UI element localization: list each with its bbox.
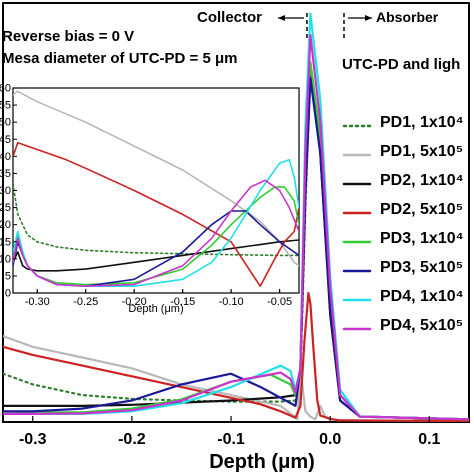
main-x-tick-label: 0.0 bbox=[319, 431, 341, 448]
legend-swatch bbox=[342, 182, 372, 186]
legend-item: PD1, 1x10⁴ bbox=[336, 114, 474, 140]
main-series-line-8 bbox=[3, 34, 469, 421]
bias-annotation: Reverse bias = 0 V bbox=[2, 28, 135, 45]
legend-label: PD1, 5x10⁵ bbox=[380, 143, 464, 160]
legend-label: PD4, 1x10⁴ bbox=[380, 288, 464, 305]
inset-y-tick-label: 10 bbox=[0, 253, 11, 265]
inset-y-tick-label: 35 bbox=[0, 168, 11, 180]
main-series-line-6 bbox=[3, 77, 469, 421]
main-x-tick-label: 0.1 bbox=[418, 431, 440, 448]
legend-item: PD4, 5x10⁵ bbox=[336, 317, 474, 343]
inset-y-tick-label: 50 bbox=[0, 117, 11, 129]
collector-arrow-head bbox=[278, 15, 285, 21]
legend-item: PD3, 1x10⁴ bbox=[336, 230, 474, 256]
inset-y-tick-label: 60 bbox=[0, 83, 11, 95]
legend-swatch bbox=[342, 327, 372, 331]
legend-swatch bbox=[342, 240, 372, 244]
absorber-label: Absorber bbox=[376, 9, 439, 25]
main-plot-frame bbox=[2, 2, 470, 423]
main-x-tick-label: -0.2 bbox=[118, 431, 146, 448]
legend-title: UTC-PD and ligh bbox=[342, 56, 461, 73]
legend-label: PD3, 1x10⁴ bbox=[380, 230, 464, 247]
legend-swatch bbox=[342, 211, 372, 215]
absorber-arrow-head bbox=[365, 15, 372, 21]
inset-series-line-2 bbox=[13, 90, 299, 267]
legend-swatch bbox=[342, 269, 372, 273]
main-x-axis: -0.3 -0.2 -0.1 0.0 0.1 bbox=[19, 416, 441, 448]
legend-item: PD2, 1x10⁴ bbox=[336, 172, 474, 198]
legend-item: PD4, 1x10⁴ bbox=[336, 288, 474, 314]
legend-swatch bbox=[342, 124, 372, 128]
legend-item: PD1, 5x10⁵ bbox=[336, 143, 474, 169]
legend-label: PD1, 1x10⁴ bbox=[380, 114, 464, 131]
inset-y-tick-label: 55 bbox=[0, 100, 11, 112]
inset-y-tick-label: 30 bbox=[0, 185, 11, 197]
main-plot-series bbox=[3, 12, 469, 422]
inset-plot-series bbox=[13, 90, 299, 287]
main-x-tick-label: -0.1 bbox=[217, 431, 245, 448]
inset-axes: -0.30 -0.25 -0.20 -0.15 -0.10 -0.05 0 5 10 15 20 25… bbox=[0, 83, 292, 309]
mesa-annotation: Mesa diameter of UTC-PD = 5 μm bbox=[2, 50, 238, 67]
legend-swatch bbox=[342, 153, 372, 157]
legend-label: PD2, 1x10⁴ bbox=[380, 172, 464, 189]
legend-item: PD2, 5x10⁵ bbox=[336, 201, 474, 227]
inset-series-line-3 bbox=[13, 239, 299, 272]
inset-y-tick-label: 5 bbox=[5, 270, 11, 282]
collector-label: Collector bbox=[197, 9, 263, 26]
inset-y-tick-label: 20 bbox=[0, 219, 11, 231]
legend-item: PD3, 5x10⁵ bbox=[336, 259, 474, 285]
legend-label: PD2, 5x10⁵ bbox=[380, 201, 464, 218]
inset-x-tick-label: -0.30 bbox=[25, 296, 50, 308]
inset-x-tick-label: -0.20 bbox=[122, 296, 147, 308]
inset-series-line-4 bbox=[13, 141, 299, 287]
legend-label: PD4, 5x10⁵ bbox=[380, 317, 464, 334]
inset-x-axis-label: Depth (μm) bbox=[128, 303, 183, 315]
inset-y-tick-label: 40 bbox=[0, 151, 11, 163]
inset-series-line-8 bbox=[13, 179, 299, 287]
legend-label: PD3, 5x10⁵ bbox=[380, 259, 464, 276]
legend-swatch bbox=[342, 298, 372, 302]
inset-y-tick-label: 45 bbox=[0, 134, 11, 146]
main-x-tick-label: -0.3 bbox=[19, 431, 47, 448]
main-series-line-4 bbox=[3, 292, 469, 422]
inset-x-tick-label: -0.05 bbox=[267, 296, 292, 308]
inset-x-tick-label: -0.10 bbox=[219, 296, 244, 308]
inset-x-tick-label: -0.15 bbox=[170, 296, 195, 308]
inset-y-tick-label: 25 bbox=[0, 202, 11, 214]
inset-series-line-1 bbox=[13, 182, 299, 257]
inset-plot-frame bbox=[12, 87, 300, 294]
inset-y-tick-label: 15 bbox=[0, 236, 11, 248]
main-x-axis-label: Depth (μm) bbox=[209, 451, 315, 473]
inset-x-tick-label: -0.25 bbox=[73, 296, 98, 308]
inset-y-tick-label: 0 bbox=[5, 288, 11, 300]
